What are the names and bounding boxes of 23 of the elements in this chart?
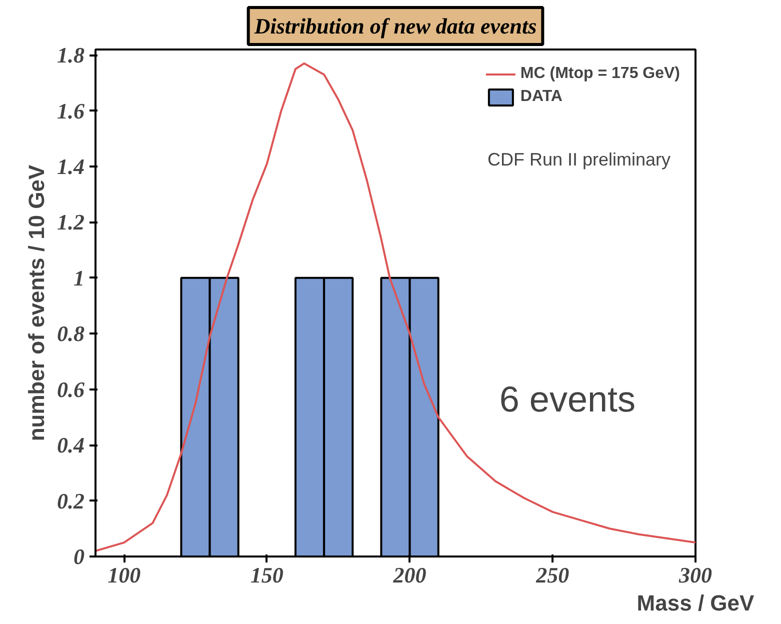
y-axis-title: number of events / 10 GeV (24, 164, 49, 442)
chart-title: Distribution of new data events (253, 14, 537, 38)
x-tick-label: 100 (108, 562, 141, 588)
x-tick-label: 300 (678, 562, 712, 588)
y-tick-label: 1 (74, 265, 84, 290)
x-tick-label: 250 (535, 562, 570, 588)
y-tick-label: 0.2 (57, 488, 84, 514)
legend-label: MC (Mtop = 175 GeV) (520, 65, 680, 83)
y-tick-label: 1.2 (57, 210, 84, 235)
y-tick-label: 0.4 (57, 432, 84, 458)
y-tick-label: 1.8 (57, 42, 84, 68)
y-tick-label: 0.8 (57, 321, 84, 346)
line-series (96, 62, 696, 552)
y-tick-label: 0 (74, 544, 84, 569)
annotation: CDF Run II preliminary (487, 150, 671, 170)
legend-label: DATA (520, 88, 562, 106)
x-axis-title: Mass / GeV (636, 590, 755, 616)
x-tick-label: 150 (250, 562, 284, 588)
y-tick-label: 1.4 (57, 154, 84, 179)
x-tick-label: 200 (392, 562, 426, 588)
y-tick-label: 1.6 (57, 98, 84, 124)
annotation: 6 events (499, 378, 636, 420)
y-tick-label: 0.6 (57, 376, 84, 402)
